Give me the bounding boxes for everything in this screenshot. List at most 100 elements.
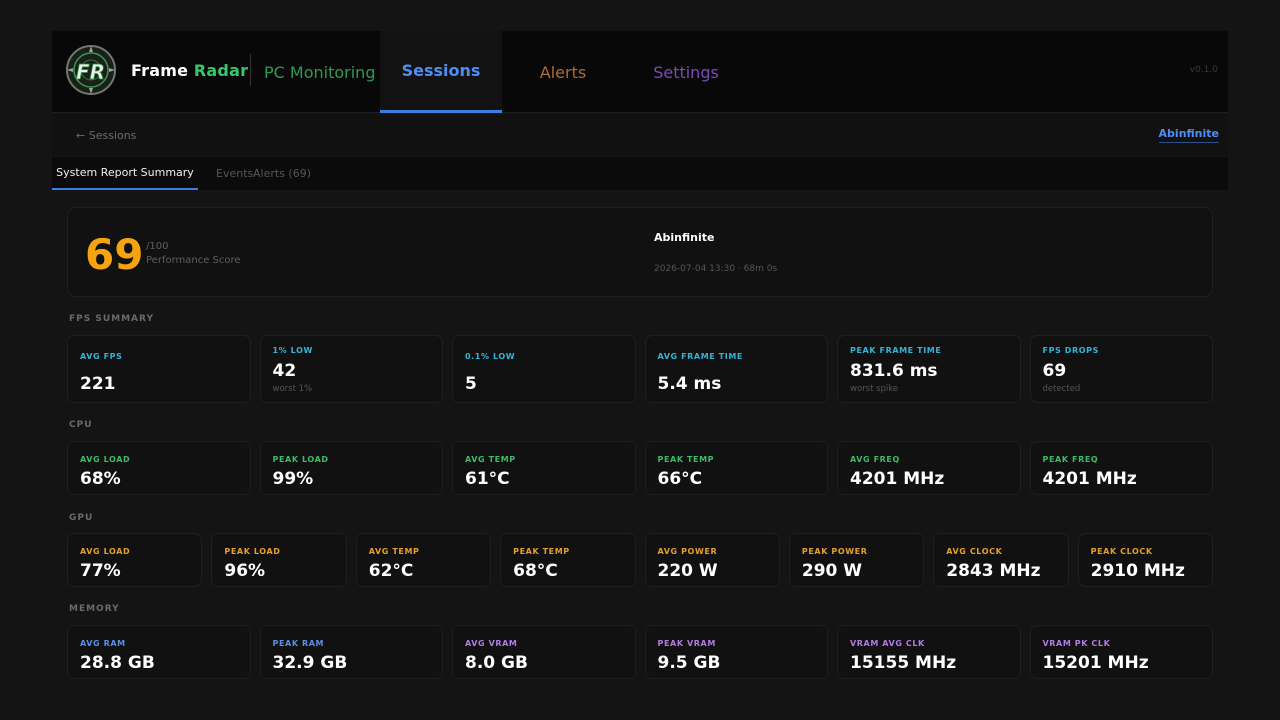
fps-tile: 0.1% LOW 5: [452, 335, 636, 403]
tile-label: FPS DROPS: [1042, 346, 1100, 355]
tile-value: 96%: [224, 561, 266, 581]
memory-tile: VRAM PK CLK 15201 MHz: [1029, 625, 1213, 679]
tile-subtext: detected: [1042, 384, 1081, 394]
tile-value: 831.6 ms: [850, 361, 938, 381]
tile-label: PEAK TEMP: [513, 547, 570, 556]
tile-label: AVG TEMP: [368, 547, 420, 556]
memory-tile: AVG RAM 28.8 GB: [67, 625, 251, 679]
frame-radar-logo-icon: FR: [66, 45, 116, 95]
brand-word-radar: Radar: [193, 61, 249, 80]
tile-value: 5.4 ms: [657, 374, 722, 394]
tile-label: AVG FREQ: [850, 455, 900, 464]
tile-subtext: worst spike: [850, 384, 899, 394]
nav-sessions[interactable]: Sessions: [380, 31, 502, 113]
gpu-tile: AVG LOAD 77%: [67, 533, 203, 587]
performance-score-value: 69: [85, 230, 144, 279]
tile-value: 2910 MHz: [1090, 561, 1185, 581]
brand-title: Frame Radar: [131, 61, 248, 80]
memory-grid: AVG RAM 28.8 GB PEAK RAM 32.9 GB AVG VRA…: [67, 625, 1213, 679]
memory-tile: PEAK VRAM 9.5 GB: [644, 625, 828, 679]
session-meta: 2026-07-04 13:30 · 68m 0s: [654, 264, 778, 274]
tile-label: AVG FRAME TIME: [657, 352, 743, 361]
cpu-tile: AVG TEMP 61°C: [452, 441, 636, 495]
tile-label: PEAK VRAM: [657, 639, 716, 648]
performance-score-card: 69 /100 Performance Score Abinfinite 202…: [67, 207, 1213, 297]
tile-label: AVG TEMP: [465, 455, 516, 464]
cpu-tile: PEAK LOAD 99%: [259, 441, 443, 495]
tile-label: PEAK FRAME TIME: [850, 346, 942, 355]
tile-label: 0.1% LOW: [465, 352, 516, 361]
tile-label: AVG RAM: [80, 639, 126, 648]
tile-value: 42: [272, 361, 297, 381]
tile-value: 2843 MHz: [946, 561, 1041, 581]
gpu-tile: PEAK LOAD 96%: [211, 533, 347, 587]
gpu-tile: PEAK POWER 290 W: [788, 533, 925, 587]
tile-label: PEAK CLOCK: [1090, 547, 1153, 556]
tab-alerts[interactable]: Alerts (69): [253, 167, 311, 180]
gpu-tile: AVG POWER 220 W: [644, 533, 780, 587]
tile-label: AVG VRAM: [465, 639, 518, 648]
gpu-tile: AVG TEMP 62°C: [355, 533, 492, 587]
tile-value: 4201 MHz: [1042, 469, 1137, 489]
nav-pc-monitoring[interactable]: PC Monitoring: [264, 62, 376, 82]
memory-section-title: MEMORY: [69, 604, 120, 614]
tile-label: PEAK RAM: [272, 639, 325, 648]
tile-label: PEAK TEMP: [657, 455, 715, 464]
session-user-link[interactable]: Abinfinite: [1158, 127, 1219, 143]
brand-divider: [250, 54, 251, 86]
back-to-sessions-link[interactable]: ← Sessions: [76, 129, 137, 142]
tile-label: 1% LOW: [272, 346, 313, 355]
nav-settings[interactable]: Settings: [653, 62, 719, 82]
tile-value: 61°C: [465, 469, 510, 489]
tile-value: 15201 MHz: [1042, 653, 1149, 673]
tile-subtext: worst 1%: [272, 384, 313, 394]
performance-score-max: /100: [146, 241, 169, 252]
cpu-section-title: CPU: [69, 420, 93, 430]
performance-score-label: Performance Score: [146, 255, 241, 266]
tile-value: 220 W: [657, 561, 718, 581]
tile-label: AVG POWER: [657, 547, 718, 556]
fps-tile: AVG FRAME TIME 5.4 ms: [644, 335, 828, 403]
session-user-name: Abinfinite: [654, 231, 715, 244]
gpu-section-title: GPU: [69, 513, 94, 523]
tile-value: 99%: [272, 469, 314, 489]
tile-label: PEAK FREQ: [1042, 455, 1099, 464]
svg-text:FR: FR: [76, 60, 105, 84]
report-tabs: System Report Summary Events Alerts (69): [52, 157, 1228, 190]
tile-value: 5: [465, 374, 477, 394]
brand-word-frame: Frame: [131, 61, 189, 80]
tile-label: AVG LOAD: [80, 455, 131, 464]
tile-value: 69: [1042, 361, 1067, 381]
gpu-tile: PEAK TEMP 68°C: [500, 533, 636, 587]
tile-value: 68%: [80, 469, 121, 489]
fps-grid: AVG FPS 221 1% LOW 42 worst 1% 0.1% LOW …: [67, 335, 1213, 403]
tile-value: 62°C: [368, 561, 414, 581]
cpu-tile: AVG FREQ 4201 MHz: [837, 441, 1021, 495]
fps-tile: 1% LOW 42 worst 1%: [259, 335, 443, 403]
tile-label: VRAM PK CLK: [1042, 639, 1111, 648]
tile-value: 32.9 GB: [272, 653, 348, 673]
memory-tile: VRAM AVG CLK 15155 MHz: [837, 625, 1021, 679]
cpu-grid: AVG LOAD 68% PEAK LOAD 99% AVG TEMP 61°C…: [67, 441, 1213, 495]
tile-value: 4201 MHz: [850, 469, 945, 489]
gpu-tile: AVG CLOCK 2843 MHz: [933, 533, 1069, 587]
tile-label: AVG FPS: [80, 352, 123, 361]
tile-label: PEAK LOAD: [224, 547, 281, 556]
tile-value: 15155 MHz: [850, 653, 957, 673]
top-nav: FR Frame Radar PC Monitoring Sessions Al…: [52, 31, 1228, 113]
tile-value: 77%: [80, 561, 121, 581]
tile-value: 28.8 GB: [80, 653, 155, 673]
nav-alerts[interactable]: Alerts: [539, 62, 587, 82]
cpu-tile: AVG LOAD 68%: [67, 441, 251, 495]
tile-label: AVG CLOCK: [946, 547, 1003, 556]
tab-events[interactable]: Events: [216, 167, 254, 180]
tile-value: 221: [80, 374, 116, 394]
tab-system-report-summary[interactable]: System Report Summary: [52, 157, 198, 190]
fps-tile: AVG FPS 221: [67, 335, 251, 403]
tile-label: PEAK POWER: [801, 547, 868, 556]
memory-tile: PEAK RAM 32.9 GB: [259, 625, 443, 679]
app-window: FR Frame Radar PC Monitoring Sessions Al…: [52, 31, 1228, 720]
gpu-tile: PEAK CLOCK 2910 MHz: [1077, 533, 1213, 587]
tile-label: AVG LOAD: [80, 547, 131, 556]
tile-value: 66°C: [657, 469, 703, 489]
